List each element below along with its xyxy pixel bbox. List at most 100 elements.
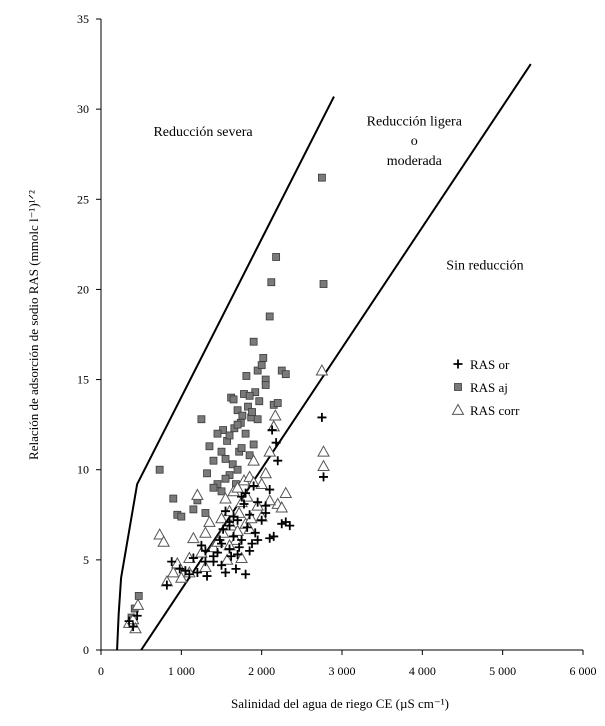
ras-corr-point <box>153 528 166 540</box>
ras-corr-point <box>203 515 216 527</box>
ras-aj-point <box>244 402 252 411</box>
ras-aj-point <box>245 391 254 400</box>
ras-aj-point <box>454 383 462 391</box>
ras-corr-point <box>231 481 244 493</box>
ras-corr-point <box>235 551 248 563</box>
ras-or-point <box>132 611 142 621</box>
ras-or-point <box>269 531 279 541</box>
ras-or-point <box>221 506 231 516</box>
y-tick-label: 25 <box>77 192 89 206</box>
ras-or-point <box>265 485 275 495</box>
ras-or-point <box>167 557 177 567</box>
y-axis-title: Relación de adsorción de sodio RAS (mmol… <box>26 190 41 460</box>
ras-or-point <box>221 567 231 577</box>
axes: 0 1 000 2 000 3 000 4 000 5 000 6 000 0 5 10 15 20 2… <box>77 12 597 678</box>
y-tick-label: 35 <box>77 12 89 26</box>
ras-or-point <box>128 622 138 632</box>
ras-corr-point <box>317 445 330 457</box>
ras-aj-point <box>189 505 198 514</box>
x-tick-label: 3 000 <box>329 664 356 678</box>
ras-aj-point <box>242 372 251 380</box>
ras-aj-point <box>221 474 230 483</box>
ras-or-point <box>124 616 134 626</box>
ras-aj-point <box>233 465 242 474</box>
ras-aj-point <box>261 381 270 389</box>
legend: RAS or RAS aj RAS corr <box>451 357 520 418</box>
ras-corr-point <box>263 445 277 457</box>
ras-corr-point <box>315 364 329 376</box>
ras-corr-point <box>131 598 145 610</box>
y-tick-label: 10 <box>77 463 89 477</box>
ras-or-point <box>217 539 226 549</box>
ras-or-point <box>184 569 194 579</box>
ras-aj-point <box>177 512 186 521</box>
ras-aj-point <box>249 440 258 449</box>
ras-aj-point <box>253 415 262 424</box>
ras-or-point <box>245 546 255 556</box>
ras-or-point <box>317 412 327 422</box>
ras-or-point <box>200 557 210 567</box>
ras-or-point <box>217 560 226 570</box>
ras-or-point <box>241 569 251 579</box>
ras-or-point <box>225 521 235 531</box>
ras-corr-point <box>263 493 277 506</box>
ras-or-point <box>285 521 295 531</box>
ras-or-point <box>212 548 222 558</box>
ras-aj-point <box>318 173 326 182</box>
ras-or-point <box>229 512 239 522</box>
ras-corr-point <box>279 486 293 499</box>
ras-or-point <box>208 557 218 567</box>
y-tick-label: 15 <box>77 373 89 387</box>
ras-corr-point <box>268 409 282 421</box>
ras-or-point <box>200 546 210 556</box>
ras-aj-point <box>209 483 218 492</box>
y-tick-label: 30 <box>77 102 89 116</box>
ras-or-point <box>453 359 463 369</box>
ras-or-point <box>253 497 263 507</box>
ras-aj-point <box>257 361 266 370</box>
ras-aj-point <box>209 456 218 465</box>
ras-or-point <box>229 531 239 541</box>
ras-or-point <box>175 564 185 574</box>
ras-or-point <box>265 533 275 543</box>
ras-aj-point <box>134 592 143 600</box>
y-tick-label: 5 <box>83 553 89 567</box>
x-tick-label: 6 000 <box>570 664 597 678</box>
ras-or-point <box>192 567 202 577</box>
legend-label: RAS or <box>470 357 510 372</box>
x-tick-label: 0 <box>98 664 104 678</box>
ras-or-point <box>188 553 198 563</box>
region-label: Reducción severa <box>153 125 253 140</box>
ras-aj-point <box>233 406 242 415</box>
ras-or-point <box>253 535 263 545</box>
ras-or-point <box>231 564 241 574</box>
ras-aj-point <box>213 429 222 438</box>
ras-corr-point <box>215 511 228 524</box>
ras-or-point <box>271 438 281 448</box>
ras-or-point <box>250 528 260 538</box>
x-axis-title: Salinidad del agua de riego CE (µS cm⁻¹) <box>231 696 449 711</box>
ras-or-point <box>261 501 271 511</box>
ras-or-point <box>237 535 247 545</box>
ras-or-point <box>202 571 212 581</box>
ras-aj-point <box>255 397 264 406</box>
ras-corr-point <box>259 466 273 479</box>
ras-or-point <box>273 456 283 466</box>
ras-corr-point <box>451 403 465 415</box>
ras-or-point <box>277 519 287 529</box>
ras-corr-point <box>275 501 289 513</box>
ras-aj-point <box>267 278 276 287</box>
ras-aj-point <box>281 370 290 379</box>
x-tick-label: 2 000 <box>248 664 275 678</box>
ras-aj-point <box>197 415 206 424</box>
ras-corr-point <box>157 535 171 547</box>
ras-aj-point <box>228 460 237 469</box>
ras-corr-point <box>195 546 208 558</box>
ras-aj-point <box>233 420 242 429</box>
ras-corr-point <box>166 565 180 578</box>
ras-aj-point <box>225 431 234 440</box>
ras-aj-point <box>205 442 214 451</box>
ras-or-point <box>162 580 172 590</box>
ras-or-point <box>239 499 249 509</box>
